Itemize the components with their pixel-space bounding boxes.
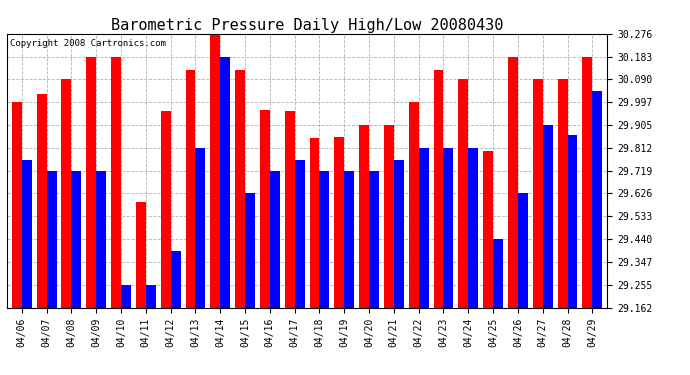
- Bar: [170, 252, 181, 308]
- Bar: [508, 57, 518, 308]
- Bar: [533, 80, 543, 308]
- Bar: [458, 80, 469, 308]
- Text: Copyright 2008 Cartronics.com: Copyright 2008 Cartronics.com: [10, 39, 166, 48]
- Bar: [260, 110, 270, 308]
- Bar: [37, 94, 47, 308]
- Bar: [558, 80, 567, 308]
- Bar: [22, 160, 32, 308]
- Bar: [245, 194, 255, 308]
- Bar: [12, 102, 22, 308]
- Bar: [433, 70, 444, 308]
- Bar: [319, 171, 329, 308]
- Bar: [270, 171, 279, 308]
- Bar: [408, 102, 419, 308]
- Bar: [186, 70, 195, 308]
- Bar: [469, 148, 478, 308]
- Bar: [285, 111, 295, 308]
- Bar: [210, 34, 220, 308]
- Bar: [543, 125, 553, 308]
- Bar: [518, 194, 528, 308]
- Bar: [86, 57, 96, 308]
- Bar: [136, 202, 146, 308]
- Bar: [96, 171, 106, 308]
- Bar: [567, 135, 578, 308]
- Bar: [146, 285, 156, 308]
- Bar: [592, 91, 602, 308]
- Bar: [369, 171, 379, 308]
- Bar: [295, 160, 304, 308]
- Bar: [344, 171, 354, 308]
- Bar: [335, 137, 344, 308]
- Bar: [111, 57, 121, 308]
- Title: Barometric Pressure Daily High/Low 20080430: Barometric Pressure Daily High/Low 20080…: [111, 18, 503, 33]
- Bar: [235, 70, 245, 308]
- Bar: [310, 138, 319, 308]
- Bar: [121, 285, 131, 308]
- Bar: [220, 57, 230, 308]
- Bar: [419, 148, 428, 308]
- Bar: [394, 160, 404, 308]
- Bar: [384, 125, 394, 308]
- Bar: [161, 111, 170, 308]
- Bar: [582, 57, 592, 308]
- Bar: [47, 171, 57, 308]
- Bar: [444, 148, 453, 308]
- Bar: [359, 125, 369, 308]
- Bar: [483, 151, 493, 308]
- Bar: [61, 80, 71, 308]
- Bar: [493, 239, 503, 308]
- Bar: [71, 171, 81, 308]
- Bar: [195, 148, 206, 308]
